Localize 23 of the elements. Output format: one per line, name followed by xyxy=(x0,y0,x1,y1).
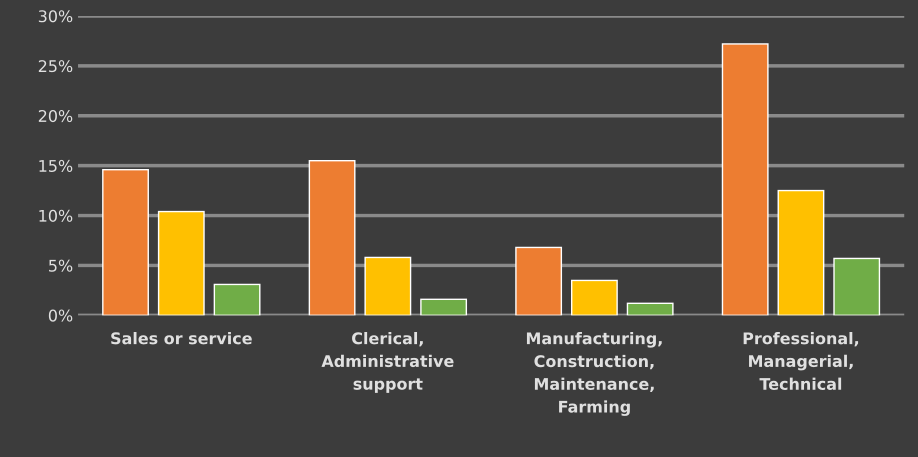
bar xyxy=(308,160,356,316)
bar xyxy=(515,246,562,316)
bar xyxy=(364,256,412,316)
y-tick-label: 5% xyxy=(49,260,72,272)
y-tick-label: 25% xyxy=(38,60,72,72)
bar xyxy=(722,43,769,316)
bar xyxy=(833,258,880,316)
bar xyxy=(570,280,618,316)
x-tick-label: Sales or service xyxy=(111,332,252,344)
y-tick-label: 15% xyxy=(39,160,72,172)
y-tick-label: 20% xyxy=(38,110,72,122)
x-tick-label: Professional, Managerial, Technical xyxy=(744,332,858,390)
x-tick-label: Manufacturing, Construction, Maintenance, Farming xyxy=(526,332,662,416)
bar xyxy=(158,210,205,316)
y-tick-label: 10% xyxy=(39,210,72,222)
bar xyxy=(778,190,824,316)
bar xyxy=(102,168,149,316)
bar xyxy=(626,302,674,316)
x-tick-label: Clerical, Administrative support xyxy=(321,332,454,393)
y-tick-label: 0% xyxy=(48,310,72,322)
y-tick-label: 30% xyxy=(38,10,72,22)
bar xyxy=(420,298,468,316)
bar xyxy=(214,284,260,316)
